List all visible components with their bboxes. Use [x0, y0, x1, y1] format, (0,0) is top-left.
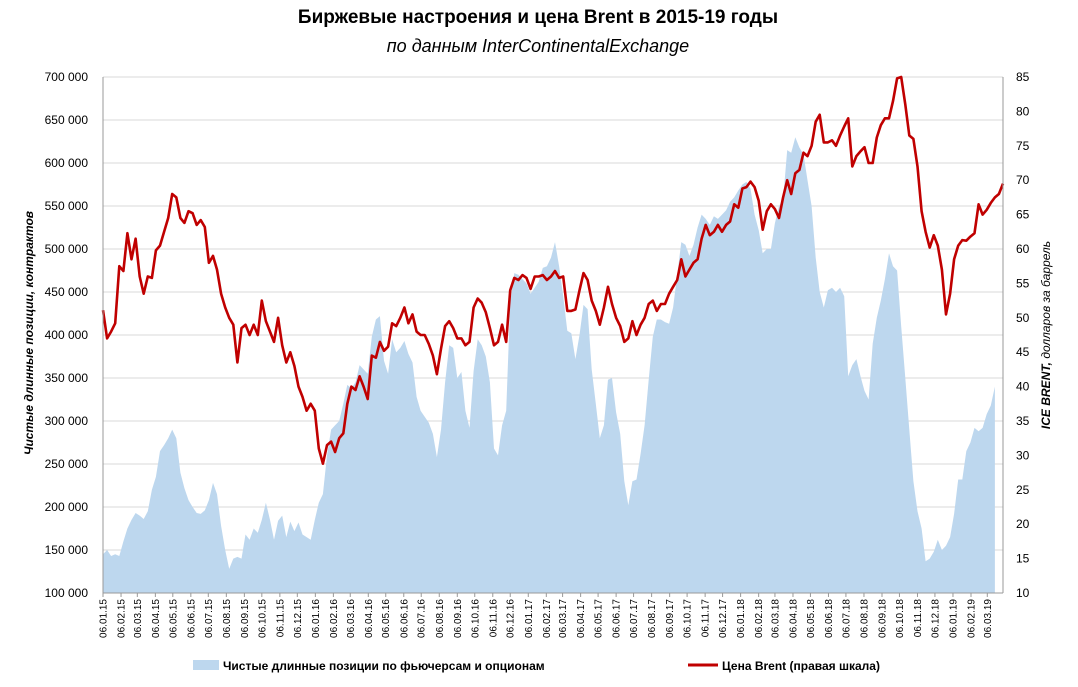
- left-tick-label: 100 000: [45, 586, 89, 600]
- x-tick-label: 06.06.18: [824, 599, 835, 638]
- x-tick-label: 06.04.16: [364, 599, 375, 638]
- left-tick-label: 350 000: [45, 371, 89, 385]
- left-tick-label: 300 000: [45, 414, 89, 428]
- x-tick-label: 06.06.15: [186, 599, 197, 638]
- right-tick-label: 55: [1016, 276, 1030, 290]
- x-tick-label: 06.02.16: [329, 599, 340, 638]
- x-tick-label: 06.03.16: [346, 599, 357, 638]
- left-tick-label: 250 000: [45, 457, 89, 471]
- chart-subtitle: по данным InterContinentalExchange: [387, 36, 689, 56]
- x-tick-label: 06.10.17: [683, 599, 694, 638]
- left-tick-label: 150 000: [45, 543, 89, 557]
- x-tick-label: 06.09.16: [453, 599, 464, 638]
- x-tick-label: 06.01.18: [736, 599, 747, 638]
- right-tick-label: 35: [1016, 414, 1030, 428]
- left-tick-label: 450 000: [45, 285, 89, 299]
- right-tick-label: 60: [1016, 242, 1030, 256]
- right-tick-label: 40: [1016, 380, 1030, 394]
- right-tick-label: 10: [1016, 586, 1030, 600]
- right-tick-label: 80: [1016, 104, 1030, 118]
- legend-label-positions: Чистые длинные позиции по фьючерсам и оп…: [223, 659, 545, 673]
- x-tick-label: 06.10.16: [470, 599, 481, 638]
- x-tick-label: 06.01.19: [948, 599, 959, 638]
- x-tick-label: 06.10.15: [257, 599, 268, 638]
- left-tick-label: 550 000: [45, 199, 89, 213]
- right-tick-label: 15: [1016, 552, 1030, 566]
- x-tick-label: 06.12.15: [293, 599, 304, 638]
- x-tick-label: 06.12.18: [930, 599, 941, 638]
- right-axis-label-bold: ICE BRENT,: [1039, 362, 1053, 429]
- right-tick-label: 20: [1016, 517, 1030, 531]
- x-tick-label: 06.04.17: [576, 599, 587, 638]
- axes: [102, 77, 1004, 594]
- right-tick-label: 30: [1016, 448, 1030, 462]
- x-tick-label: 06.01.17: [524, 599, 535, 638]
- legend-label-brent: Цена Brent (правая шкала): [722, 659, 880, 673]
- x-tick-label: 06.03.17: [558, 599, 569, 638]
- x-tick-label: 06.02.17: [542, 599, 553, 638]
- x-tick-label: 06.05.16: [381, 599, 392, 638]
- right-axis-label-rest: долларов за баррель: [1039, 241, 1053, 362]
- net-long-positions-series: [103, 137, 995, 593]
- x-tick-label: 06.05.15: [168, 599, 179, 638]
- x-tick-label: 06.11.15: [275, 599, 286, 638]
- x-tick-label: 06.04.18: [788, 599, 799, 638]
- left-axis-ticks: 100 000 150 000 200 000 250 000 300 000 350 0…: [45, 70, 89, 600]
- x-tick-label: 06.08.15: [222, 599, 233, 638]
- legend-swatch-area: [193, 660, 219, 670]
- x-tick-label: 06.08.16: [435, 599, 446, 638]
- left-tick-label: 200 000: [45, 500, 89, 514]
- x-tick-label: 06.09.15: [240, 599, 251, 638]
- x-axis-ticks: 06.01.15 06.02.15 06.03.15 06.04.15 06.05.15…: [99, 593, 994, 638]
- right-tick-label: 85: [1016, 70, 1030, 84]
- right-tick-label: 50: [1016, 311, 1030, 325]
- legend: Чистые длинные позиции по фьючерсам и оп…: [193, 659, 880, 673]
- x-tick-label: 06.12.17: [718, 599, 729, 638]
- x-tick-label: 06.09.18: [877, 599, 888, 638]
- x-tick-label: 06.05.17: [594, 599, 605, 638]
- left-tick-label: 700 000: [45, 70, 89, 84]
- x-tick-label: 06.07.18: [841, 599, 852, 638]
- x-tick-label: 06.11.17: [701, 599, 712, 638]
- chart-title: Биржевые настроения и цена Brent в 2015-…: [298, 7, 778, 28]
- x-tick-label: 06.03.18: [770, 599, 781, 638]
- x-tick-label: 06.01.15: [99, 599, 110, 638]
- right-axis-label: ICE BRENT, долларов за баррель: [1039, 241, 1053, 429]
- x-tick-label: 06.02.15: [117, 599, 128, 638]
- x-tick-label: 06.06.16: [399, 599, 410, 638]
- x-tick-label: 06.04.15: [151, 599, 162, 638]
- x-tick-label: 06.02.18: [754, 599, 765, 638]
- left-axis-label: Чистые длинные позиции, контрактов: [22, 211, 36, 455]
- left-tick-label: 500 000: [45, 242, 89, 256]
- left-tick-label: 600 000: [45, 156, 89, 170]
- left-tick-label: 400 000: [45, 328, 89, 342]
- x-tick-label: 06.02.19: [967, 599, 978, 638]
- left-tick-label: 650 000: [45, 113, 89, 127]
- x-tick-label: 06.10.18: [895, 599, 906, 638]
- net-long-positions-area: [103, 137, 995, 593]
- x-tick-label: 06.07.17: [629, 599, 640, 638]
- right-tick-label: 25: [1016, 483, 1030, 497]
- x-tick-label: 06.06.17: [612, 599, 623, 638]
- right-axis-ticks: 10 15 20 25 30 35 40 45 50 55 60 65 70 75 80 85: [1016, 70, 1030, 600]
- x-tick-label: 06.09.17: [665, 599, 676, 638]
- x-tick-label: 06.05.18: [806, 599, 817, 638]
- x-tick-label: 06.03.19: [983, 599, 994, 638]
- brent-price-series: [101, 75, 1005, 465]
- x-tick-label: 06.01.16: [311, 599, 322, 638]
- x-tick-label: 06.12.16: [506, 599, 517, 638]
- x-tick-label: 06.11.18: [913, 599, 924, 638]
- right-tick-label: 70: [1016, 173, 1030, 187]
- right-tick-label: 65: [1016, 208, 1030, 222]
- x-tick-label: 06.03.15: [133, 599, 144, 638]
- x-tick-label: 06.07.16: [417, 599, 428, 638]
- right-tick-label: 45: [1016, 345, 1030, 359]
- right-tick-label: 75: [1016, 139, 1030, 153]
- x-tick-label: 06.07.15: [204, 599, 215, 638]
- x-tick-label: 06.08.18: [859, 599, 870, 638]
- brent-price-line: [101, 75, 1005, 465]
- x-tick-label: 06.11.16: [488, 599, 499, 638]
- x-tick-label: 06.08.17: [647, 599, 658, 638]
